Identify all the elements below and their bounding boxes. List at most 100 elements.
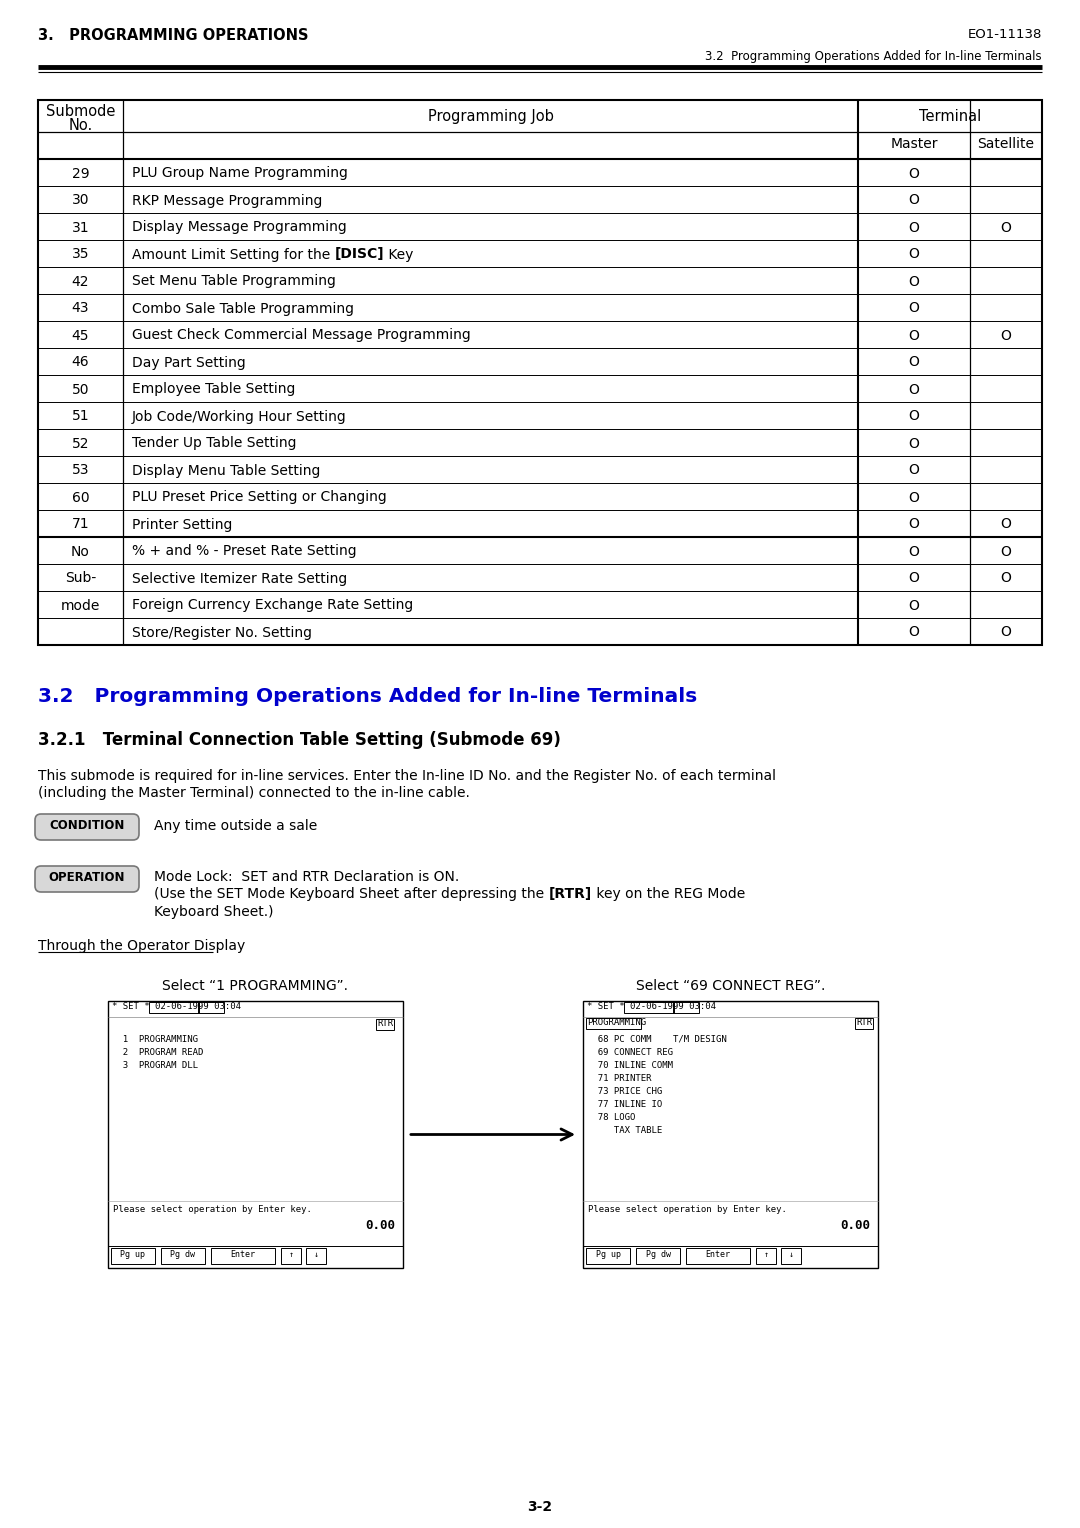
Text: (Use the SET Mode Keyboard Sheet after depressing the: (Use the SET Mode Keyboard Sheet after d… [154, 886, 549, 902]
Text: Set Menu Table Programming: Set Menu Table Programming [132, 275, 336, 289]
Text: O: O [908, 410, 919, 423]
Text: 3  PROGRAM DLL: 3 PROGRAM DLL [112, 1060, 198, 1070]
Text: 31: 31 [71, 220, 90, 234]
Text: Pg dw: Pg dw [171, 1250, 195, 1259]
FancyBboxPatch shape [35, 866, 139, 892]
Text: No.: No. [68, 118, 93, 133]
Text: mode: mode [60, 599, 100, 613]
Text: Any time outside a sale: Any time outside a sale [154, 819, 318, 833]
Text: 71 PRINTER: 71 PRINTER [588, 1074, 651, 1083]
Text: Select “1 PROGRAMMING”.: Select “1 PROGRAMMING”. [162, 979, 349, 993]
Text: 51: 51 [71, 410, 90, 423]
Bar [686, 1248, 750, 1264]
Text: O: O [1000, 220, 1012, 234]
Text: 0.00: 0.00 [840, 1219, 870, 1232]
Text: Pg up: Pg up [121, 1250, 146, 1259]
Text: 30: 30 [71, 194, 90, 208]
Text: O: O [908, 329, 919, 342]
Bar [781, 1248, 801, 1264]
Text: 3.2  Programming Operations Added for In-line Terminals: 3.2 Programming Operations Added for In-… [705, 50, 1042, 63]
Text: OPERATION: OPERATION [49, 871, 125, 885]
Text: 2  PROGRAM READ: 2 PROGRAM READ [112, 1048, 203, 1057]
Text: 52: 52 [71, 437, 90, 451]
Text: 60: 60 [71, 490, 90, 504]
Text: Programming Job: Programming Job [428, 108, 553, 124]
Text: O: O [908, 599, 919, 613]
Text: Key: Key [384, 248, 414, 261]
Bar [586, 1248, 630, 1264]
Text: O: O [1000, 571, 1012, 585]
Text: This submode is required for in-line services. Enter the In-line ID No. and the : This submode is required for in-line ser… [38, 769, 777, 782]
Text: Enter: Enter [705, 1250, 730, 1259]
Text: O: O [1000, 329, 1012, 342]
Text: O: O [908, 301, 919, 315]
Text: No: No [71, 544, 90, 559]
Bar [756, 1248, 777, 1264]
Bar [854, 1018, 873, 1028]
Bar [149, 1002, 200, 1013]
Bar [38, 99, 1042, 645]
Text: Guest Check Commercial Message Programming: Guest Check Commercial Message Programmi… [132, 329, 471, 342]
Text: O: O [908, 356, 919, 370]
Text: 69 CONNECT REG: 69 CONNECT REG [588, 1048, 673, 1057]
Text: 3.2   Programming Operations Added for In-line Terminals: 3.2 Programming Operations Added for In-… [38, 688, 698, 706]
Text: 68 PC COMM    T/M DESIGN: 68 PC COMM T/M DESIGN [588, 1034, 727, 1044]
Text: Mode Lock:  SET and RTR Declaration is ON.: Mode Lock: SET and RTR Declaration is ON… [154, 869, 459, 885]
Text: ↑: ↑ [288, 1250, 294, 1259]
Text: 29: 29 [71, 167, 90, 180]
Text: key on the REG Mode: key on the REG Mode [592, 886, 745, 902]
Text: RTR: RTR [856, 1018, 873, 1027]
Text: O: O [908, 490, 919, 504]
Text: * SET * 02-06-1999 03:04: * SET * 02-06-1999 03:04 [588, 1002, 716, 1012]
Text: CONDITION: CONDITION [50, 819, 124, 833]
Text: 35: 35 [71, 248, 90, 261]
Text: Pg dw: Pg dw [646, 1250, 671, 1259]
Bar [111, 1248, 156, 1264]
Bar [199, 1002, 225, 1013]
Text: 3-2: 3-2 [527, 1500, 553, 1514]
Text: 42: 42 [71, 275, 90, 289]
FancyBboxPatch shape [35, 814, 139, 840]
Text: 71: 71 [71, 518, 90, 532]
Text: Sub-: Sub- [65, 571, 96, 585]
Text: Please select operation by Enter key.: Please select operation by Enter key. [588, 1206, 787, 1215]
Text: Keyboard Sheet.): Keyboard Sheet.) [154, 905, 273, 918]
Text: RTR: RTR [378, 1019, 394, 1028]
Text: % + and % - Preset Rate Setting: % + and % - Preset Rate Setting [132, 544, 356, 559]
Text: Terminal: Terminal [919, 108, 981, 124]
Text: PROGRAMMING: PROGRAMMING [588, 1018, 646, 1027]
Text: 78 LOGO: 78 LOGO [588, 1112, 635, 1122]
Text: ↓: ↓ [313, 1250, 319, 1259]
Text: Store/Register No. Setting: Store/Register No. Setting [132, 625, 312, 640]
Text: 3.2.1   Terminal Connection Table Setting (Submode 69): 3.2.1 Terminal Connection Table Setting … [38, 730, 561, 749]
Text: O: O [908, 194, 919, 208]
Text: PLU Preset Price Setting or Changing: PLU Preset Price Setting or Changing [132, 490, 387, 504]
Bar [281, 1248, 301, 1264]
Text: EO1-11138: EO1-11138 [968, 28, 1042, 41]
Text: O: O [908, 544, 919, 559]
Text: Foreign Currency Exchange Rate Setting: Foreign Currency Exchange Rate Setting [132, 599, 414, 613]
Text: Day Part Setting: Day Part Setting [132, 356, 246, 370]
Text: Through the Operator Display: Through the Operator Display [38, 940, 245, 953]
Text: ↑: ↑ [764, 1250, 769, 1259]
Bar [211, 1248, 275, 1264]
Bar [161, 1248, 205, 1264]
Text: 73 PRICE CHG: 73 PRICE CHG [588, 1086, 662, 1096]
Text: [DISC]: [DISC] [335, 248, 384, 261]
Bar [583, 1001, 878, 1268]
Text: O: O [908, 518, 919, 532]
Text: Select “69 CONNECT REG”.: Select “69 CONNECT REG”. [636, 979, 825, 993]
Text: 43: 43 [71, 301, 90, 315]
Text: O: O [1000, 625, 1012, 640]
Text: O: O [908, 275, 919, 289]
Bar [674, 1002, 700, 1013]
Text: O: O [908, 437, 919, 451]
Text: O: O [908, 167, 919, 180]
Text: Master: Master [890, 138, 937, 151]
Text: Selective Itemizer Rate Setting: Selective Itemizer Rate Setting [132, 571, 348, 585]
Text: O: O [908, 382, 919, 396]
Text: Please select operation by Enter key.: Please select operation by Enter key. [113, 1206, 312, 1215]
Text: TAX TABLE: TAX TABLE [588, 1126, 662, 1135]
Bar [108, 1001, 403, 1268]
Text: 46: 46 [71, 356, 90, 370]
